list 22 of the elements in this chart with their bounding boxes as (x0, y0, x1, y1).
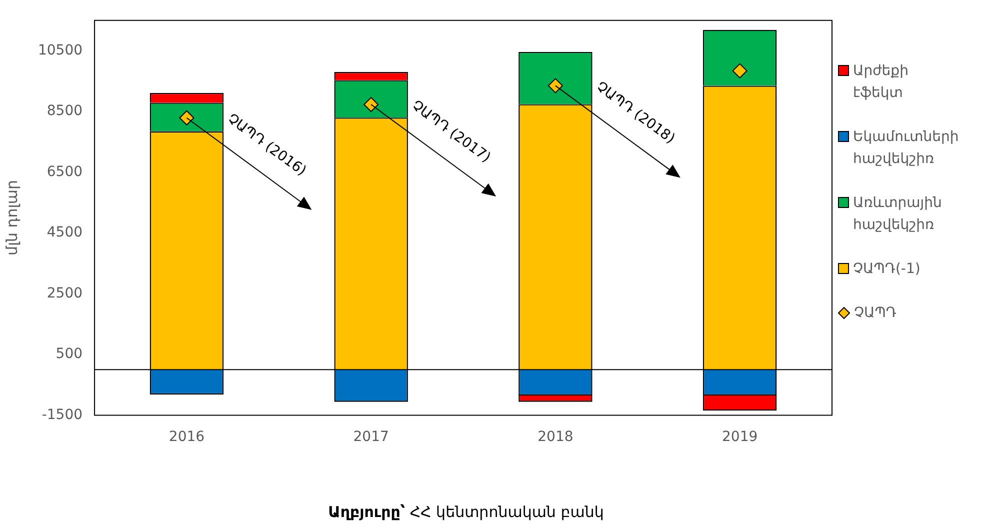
legend-label: ՉԱՊԴ (854, 304, 896, 323)
legend-label: ՉԱՊԴ(-1) (853, 260, 920, 279)
point (732, 63, 748, 78)
legend-label: Առևտրային հաշվեկշիռ (853, 194, 942, 235)
y-tick-label: 2500 (46, 285, 83, 302)
legend-label: Եկամուտների հաշվեկշիռ (853, 128, 959, 169)
point (548, 78, 563, 94)
point (364, 97, 379, 112)
x-tick-label: 2019 (722, 429, 758, 446)
y-tick-label: 4500 (46, 224, 83, 241)
y-tick-label: 6500 (46, 164, 83, 180)
point (179, 110, 194, 126)
y-axis-title: մլն դոլար (2, 180, 21, 256)
y-tick-label: 10500 (38, 42, 83, 58)
y-tick-label: 8500 (46, 103, 83, 120)
x-tick-label: 2016 (168, 429, 205, 446)
legend-label: Արժեքի էֆեկտ (853, 62, 908, 103)
y-tick-label: 500 (56, 346, 83, 362)
text: Աղբյուրը՝ ՀՀ կենտրոնական բանկ (327, 503, 605, 521)
x-tick-label: 2017 (353, 429, 389, 446)
y-tick-label: -1500 (42, 406, 83, 423)
x-tick-label: 2018 (538, 429, 574, 446)
